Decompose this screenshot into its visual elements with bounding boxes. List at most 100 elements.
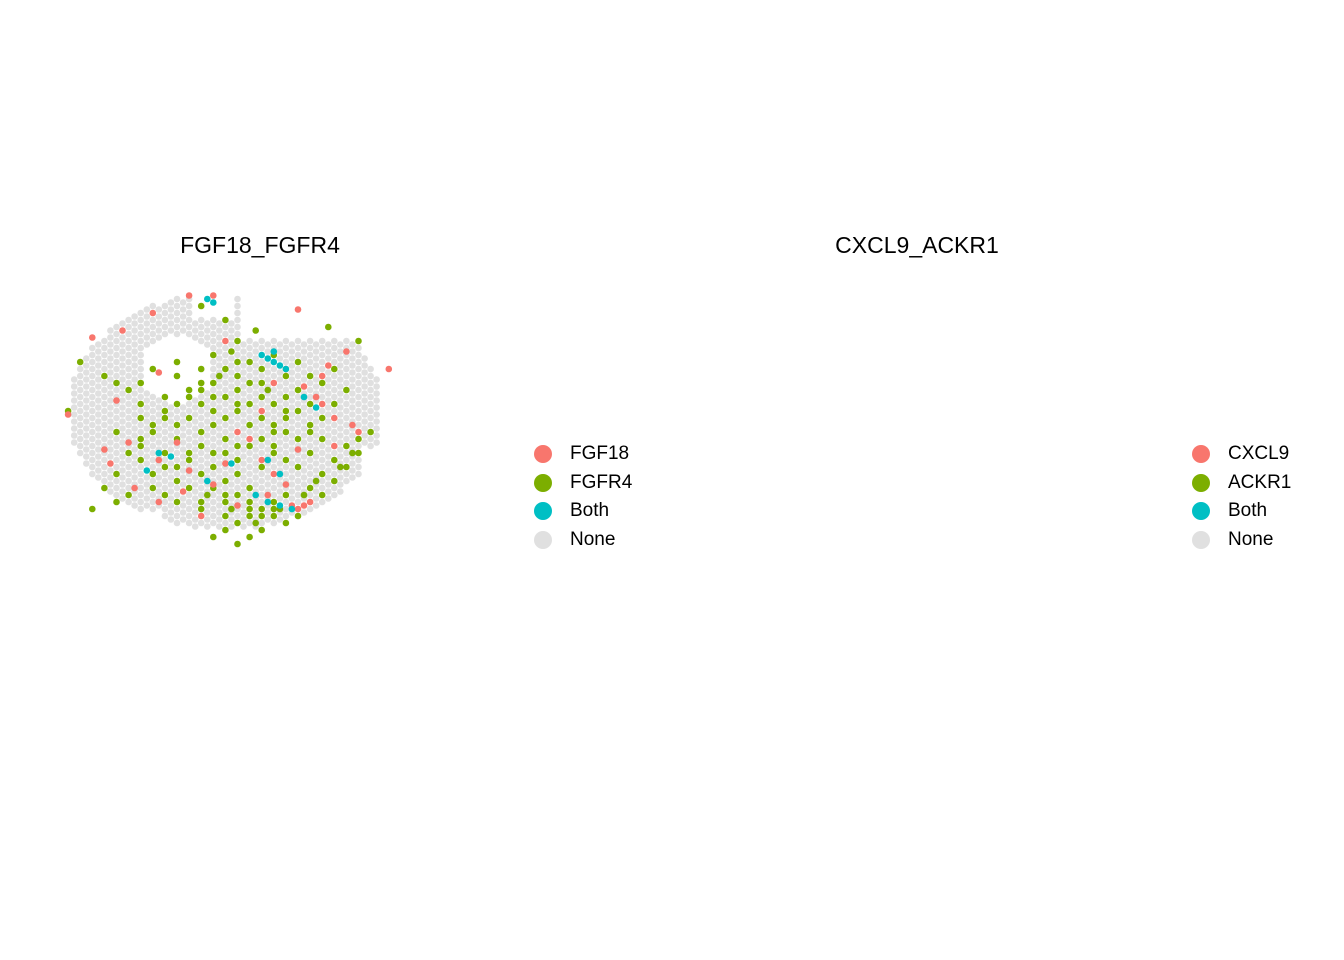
spot-none [240,453,247,460]
spot-none [185,519,193,527]
spot-none [149,302,157,310]
spot-none [125,351,132,359]
spot-none [173,470,181,478]
spot-receptor [282,407,290,415]
spot-none [95,474,102,481]
spot-none [179,418,187,425]
spot-none [95,362,102,369]
spot-none [252,397,259,404]
spot-none [349,432,356,439]
legend-label-ligand: FGF18 [570,443,630,464]
spot-none [318,337,326,345]
spot-none [246,519,253,527]
spot-none [276,453,284,460]
spot-ligand [89,334,96,341]
spot-none [185,491,193,499]
spot-none [240,509,247,516]
spot-none [101,337,108,345]
spot-none [191,488,199,495]
spot-none [131,369,138,376]
spot-none [119,474,126,481]
spot-none [161,442,169,450]
spot-none [312,425,320,432]
spot-none [343,407,350,415]
spot-none [197,407,205,415]
spot-none [113,337,120,345]
spot-none [294,470,302,478]
spot-none [149,407,157,415]
spot-none [113,358,120,366]
spot-none [210,386,217,394]
spot-none [240,355,247,362]
chart-title: CXCL9_ACKR1 [835,232,999,258]
spot-none [70,439,78,446]
spot-none [179,474,187,481]
spot-ligand [107,460,114,467]
spot-none [258,470,266,478]
spot-none [83,397,90,404]
spot-receptor [149,484,157,492]
spot-ligand [258,407,266,415]
spot-none [210,414,217,422]
spot-none [179,516,187,523]
spot-none [270,477,278,485]
spot-none [83,369,90,376]
spot-none [355,358,362,366]
spot-none [119,488,126,495]
spot-none [173,302,181,310]
spot-none [234,351,241,359]
spot-receptor [294,386,302,394]
spot-receptor [197,302,205,310]
spot-none [228,383,235,390]
spot-none [76,379,84,387]
spot-none [337,488,344,495]
spot-none [276,369,284,376]
spot-none [361,355,368,362]
spot-none [155,418,163,425]
spot-receptor [185,449,193,457]
spot-receptor [137,379,144,387]
spot-none [143,502,151,509]
spot-none [349,474,356,481]
spot-none [197,491,205,499]
spot-none [252,453,259,460]
spot-none [222,428,229,436]
spot-none [355,456,362,464]
spot-both [167,453,175,460]
spot-receptor [222,449,229,457]
spot-none [107,397,114,404]
spot-receptor [210,463,217,471]
spot-none [312,411,320,418]
spot-none [210,470,217,478]
spot-none [216,418,223,425]
spot-none [331,344,338,352]
spot-none [161,477,169,485]
spot-none [318,386,326,394]
spot-receptor [246,484,253,492]
spot-none [337,481,344,488]
spot-none [107,348,114,355]
spot-none [343,421,350,429]
spot-none [331,358,338,366]
spot-none [197,435,205,443]
spot-receptor [270,505,278,513]
spot-none [83,432,90,439]
spot-none [76,393,84,401]
spot-none [343,393,350,401]
spot-none [191,425,199,432]
spot-none [240,383,247,390]
spot-none [210,316,217,324]
spot-none [258,358,266,366]
spot-none [179,404,187,411]
spot-none [373,418,380,425]
spot-none [222,344,229,352]
spot-both [276,502,284,509]
spot-none [119,334,126,341]
spot-none [76,428,84,436]
spot-receptor [282,428,290,436]
spot-none [167,313,175,320]
spot-none [276,516,284,523]
panel-cxcl9-ackr1: CXCL9_ACKR1 CXCL9 ACKR1 Both None [672,0,1344,960]
spot-none [191,334,199,341]
spot-none [131,362,138,369]
